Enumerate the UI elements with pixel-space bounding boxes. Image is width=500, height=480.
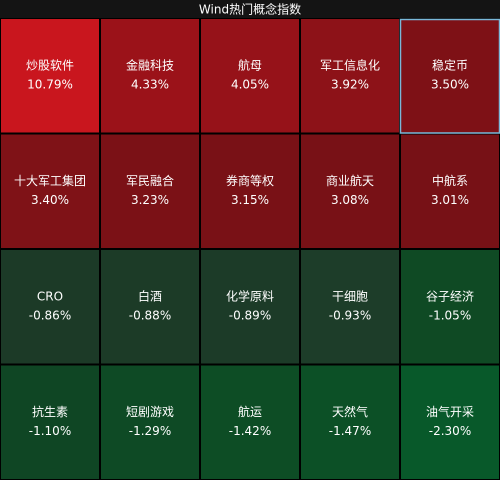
- tile[interactable]: [301, 250, 399, 364]
- tile[interactable]: [101, 250, 199, 364]
- tile[interactable]: [1, 250, 99, 364]
- tile-label: 天然气: [332, 404, 368, 419]
- tile-label: 稳定币: [432, 57, 468, 72]
- tile-value: 10.79%: [27, 77, 73, 91]
- tile-label: 抗生素: [32, 404, 68, 419]
- tile-value: 3.08%: [331, 193, 369, 207]
- tile-value: -0.86%: [29, 308, 71, 322]
- tile-label: 化学原料: [226, 288, 274, 303]
- tile-label: 油气开采: [426, 404, 474, 419]
- tile-value: 3.92%: [331, 77, 369, 91]
- tile-value: -0.89%: [229, 308, 271, 322]
- tile-label: 军工信息化: [320, 57, 380, 72]
- tile[interactable]: [401, 250, 499, 364]
- tile-value: 3.40%: [31, 193, 69, 207]
- tile-value: -2.30%: [429, 424, 471, 438]
- tile[interactable]: [201, 19, 299, 133]
- tile-value: -0.93%: [329, 308, 371, 322]
- chart-title: Wind热门概念指数: [199, 2, 301, 17]
- tile-label: 航运: [238, 404, 262, 419]
- tile-value: -1.42%: [229, 424, 271, 438]
- tile-label: 炒股软件: [26, 58, 74, 72]
- tile[interactable]: [401, 19, 499, 133]
- tile-label: 金融科技: [126, 57, 174, 72]
- tile-label: 券商等权: [226, 173, 274, 188]
- tile[interactable]: [101, 134, 199, 249]
- tile-label: CRO: [37, 289, 63, 303]
- tile[interactable]: [301, 19, 399, 133]
- tile[interactable]: [401, 134, 499, 249]
- tile-value: 3.23%: [131, 193, 169, 207]
- title-bar: [0, 0, 500, 18]
- tile-label: 短剧游戏: [126, 405, 174, 419]
- tile-value: -0.88%: [129, 308, 171, 322]
- tile[interactable]: [1, 134, 99, 249]
- tile-label: 商业航天: [326, 173, 374, 188]
- tile-label: 军民融合: [126, 173, 174, 188]
- tile-value: -1.47%: [329, 424, 371, 438]
- tile[interactable]: [201, 365, 299, 480]
- tile-value: -1.10%: [29, 424, 71, 438]
- tile-label: 十大军工集团: [14, 173, 86, 188]
- tile-label: 航母: [238, 57, 262, 72]
- tile[interactable]: [1, 19, 99, 133]
- tile-label: 干细胞: [332, 289, 368, 303]
- tile[interactable]: [201, 250, 299, 364]
- tile-value: 3.50%: [431, 77, 469, 91]
- tile-label: 白酒: [138, 288, 162, 303]
- tile-value: 3.01%: [431, 193, 469, 207]
- tile-label: 中航系: [432, 173, 468, 188]
- tile[interactable]: [301, 365, 399, 480]
- tile[interactable]: [101, 19, 199, 133]
- tile-value: 4.05%: [231, 77, 269, 91]
- tile[interactable]: [401, 365, 499, 480]
- tile[interactable]: [201, 134, 299, 249]
- tile-value: 4.33%: [131, 77, 169, 91]
- tile-value: 3.15%: [231, 193, 269, 207]
- tile[interactable]: [1, 365, 99, 480]
- tile[interactable]: [301, 134, 399, 249]
- tile-value: -1.05%: [429, 308, 471, 322]
- tile-value: -1.29%: [129, 424, 171, 438]
- tile[interactable]: [101, 365, 199, 480]
- tile-label: 谷子经济: [426, 288, 474, 303]
